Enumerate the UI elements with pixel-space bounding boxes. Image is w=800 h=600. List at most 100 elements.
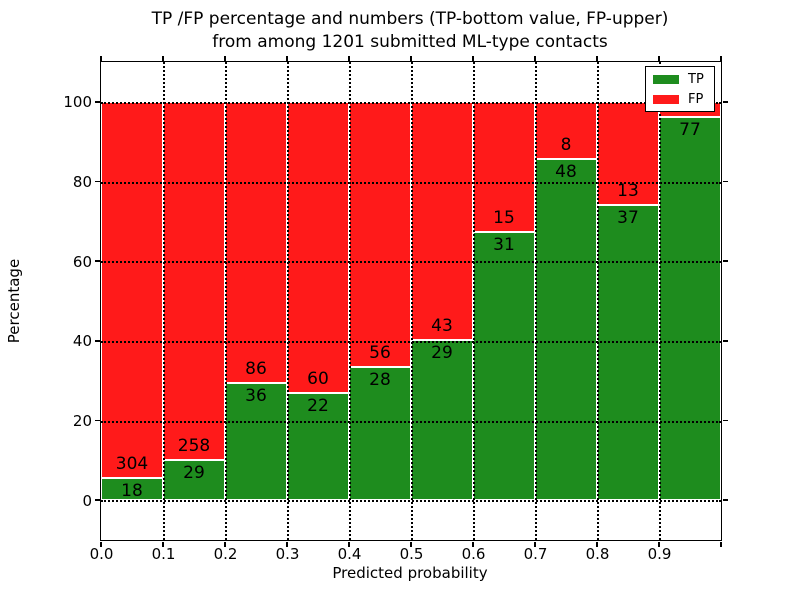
fp-legend-swatch — [653, 94, 679, 104]
y-tick-mark-right — [722, 499, 728, 501]
x-tick-mark-top — [534, 55, 536, 61]
fp-bar-segment — [101, 101, 163, 478]
y-tick-label: 60 — [72, 252, 92, 271]
x-tick-mark-top — [224, 55, 226, 61]
y-tick-mark — [94, 419, 100, 422]
chart-title: TP /FP percentage and numbers (TP-bottom… — [60, 8, 760, 54]
x-tick-mark — [348, 541, 350, 547]
x-tick-mark-top — [348, 55, 350, 61]
tp-count-label: 28 — [369, 370, 391, 391]
x-tick-mark — [472, 541, 474, 547]
x-tick-mark-top — [596, 55, 598, 61]
tp-count-label: 37 — [617, 208, 639, 229]
vertical-gridline — [597, 62, 599, 540]
x-tick-mark-top — [162, 55, 164, 61]
fp-bar-segment — [287, 101, 349, 394]
x-tick-mark — [534, 541, 536, 547]
tp-count-label: 29 — [183, 462, 205, 483]
y-tick-mark-right — [722, 340, 728, 342]
fp-count-label: 13 — [617, 181, 639, 202]
fp-count-label: 15 — [493, 207, 515, 228]
y-tick-mark-right — [722, 180, 728, 183]
chart-title-line1: TP /FP percentage and numbers (TP-bottom… — [151, 9, 669, 29]
vertical-gridline — [659, 62, 661, 540]
x-tick-mark-top — [410, 55, 412, 61]
tp-count-label: 48 — [555, 161, 577, 182]
y-tick-label: 20 — [72, 412, 92, 430]
x-tick-label: 0.1 — [151, 545, 176, 563]
legend: TP FP — [645, 66, 715, 112]
vertical-gridline — [225, 62, 227, 540]
x-tick-mark — [658, 541, 660, 547]
fp-count-label: 60 — [307, 369, 329, 390]
tp-count-label: 31 — [493, 234, 515, 255]
x-tick-mark — [100, 541, 102, 547]
x-tick-label: 0.6 — [461, 545, 486, 563]
fp-count-label: 86 — [245, 358, 267, 379]
ticks-layer — [94, 55, 728, 547]
x-tick-label: 0.9 — [647, 545, 672, 563]
bars-layer — [101, 62, 721, 540]
x-tick-mark-top — [472, 55, 474, 61]
fp-bar-segment — [163, 101, 225, 460]
vertical-gridline — [411, 62, 413, 540]
grid-layer — [101, 62, 721, 540]
tp-count-label: 77 — [679, 119, 701, 140]
y-tick-label: 0 — [82, 491, 92, 510]
tp-count-label: 22 — [307, 396, 329, 417]
fp-bar-segment — [535, 101, 597, 159]
x-tick-label: 0.8 — [585, 545, 610, 563]
tp-bar-segment — [473, 231, 535, 501]
vertical-gridline — [163, 62, 165, 540]
y-axis-label: Percentage — [5, 258, 23, 344]
y-tick-mark — [94, 101, 100, 103]
x-tick-mark — [596, 541, 598, 547]
tp-legend-swatch — [653, 74, 679, 84]
vertical-gridline — [349, 62, 351, 540]
tp-count-label: 18 — [121, 480, 143, 501]
fp-count-label: 258 — [177, 435, 211, 456]
vertical-gridline — [287, 62, 289, 540]
plot-area: 304 18 258 29 86 36 60 22 56 28 43 29 15 31 8 48 13 37 77 — [94, 55, 728, 547]
y-tick-mark-right — [722, 101, 728, 103]
x-tick-mark — [162, 541, 164, 547]
y-tick-mark — [94, 260, 100, 262]
x-tick-mark — [410, 541, 412, 547]
tp-count-label: 29 — [431, 342, 453, 363]
x-tick-label: 0.0 — [89, 545, 114, 563]
x-tick-mark-top — [720, 55, 722, 61]
vertical-gridline — [535, 62, 537, 540]
tp-count-label: 36 — [245, 385, 267, 406]
legend-item-fp: FP — [653, 93, 714, 106]
y-tick-mark — [94, 180, 100, 183]
x-tick-mark-top — [100, 55, 102, 61]
fp-bar-segment — [349, 101, 411, 368]
tp-bar-segment — [163, 459, 225, 501]
tp-bar-segment — [101, 477, 163, 501]
fp-count-label: 304 — [115, 453, 149, 474]
bar-labels-layer: 304 18 258 29 86 36 60 22 56 28 43 29 15 31 8 48 13 37 77 — [101, 62, 721, 540]
fp-legend-label: FP — [688, 91, 704, 107]
tp-bar-segment — [659, 116, 721, 501]
y-tick-mark — [94, 340, 100, 342]
x-tick-mark — [224, 541, 226, 547]
fp-count-label: 56 — [369, 343, 391, 364]
y-tick-label: 40 — [72, 332, 92, 351]
vertical-gridline — [473, 62, 475, 540]
legend-item-tp: TP — [653, 73, 714, 86]
x-axis-label: Predicted probability — [332, 564, 488, 582]
tp-bar-segment — [411, 339, 473, 501]
chart-title-line2: from among 1201 submitted ML-type contac… — [212, 32, 608, 52]
y-tick-mark — [94, 499, 100, 501]
tp-bar-segment — [535, 158, 597, 501]
y-tick-mark-right — [722, 419, 728, 422]
x-tick-mark — [286, 541, 288, 547]
fp-count-label: 8 — [560, 134, 572, 155]
x-tick-label: 0.4 — [337, 545, 362, 563]
fp-count-label: 43 — [431, 315, 453, 336]
x-tick-label: 0.7 — [523, 545, 548, 563]
y-tick-label: 80 — [72, 173, 92, 191]
y-tick-mark-right — [722, 260, 728, 262]
x-tick-label: 0.5 — [399, 545, 424, 563]
